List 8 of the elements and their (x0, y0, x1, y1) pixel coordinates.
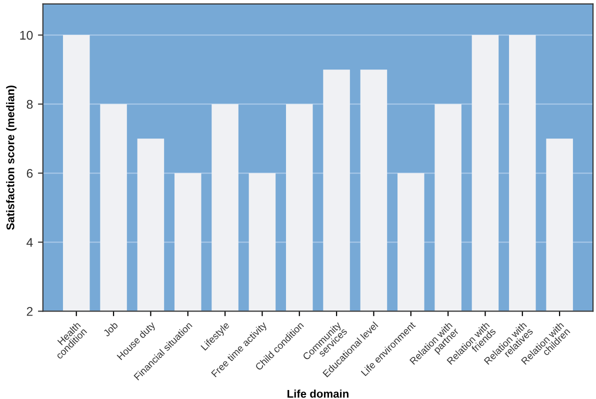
y-tick-label: 6 (26, 168, 33, 178)
y-axis-title: Satisfaction score (median) (6, 86, 17, 230)
y-tick-label: 8 (26, 100, 33, 109)
x-tick-label: Job (102, 321, 118, 337)
y-tick-label: 10 (20, 30, 33, 40)
y-tick-label: 4 (26, 238, 33, 247)
y-tick-label: 2 (26, 307, 33, 316)
x-axis-title: Life domain (288, 390, 348, 398)
